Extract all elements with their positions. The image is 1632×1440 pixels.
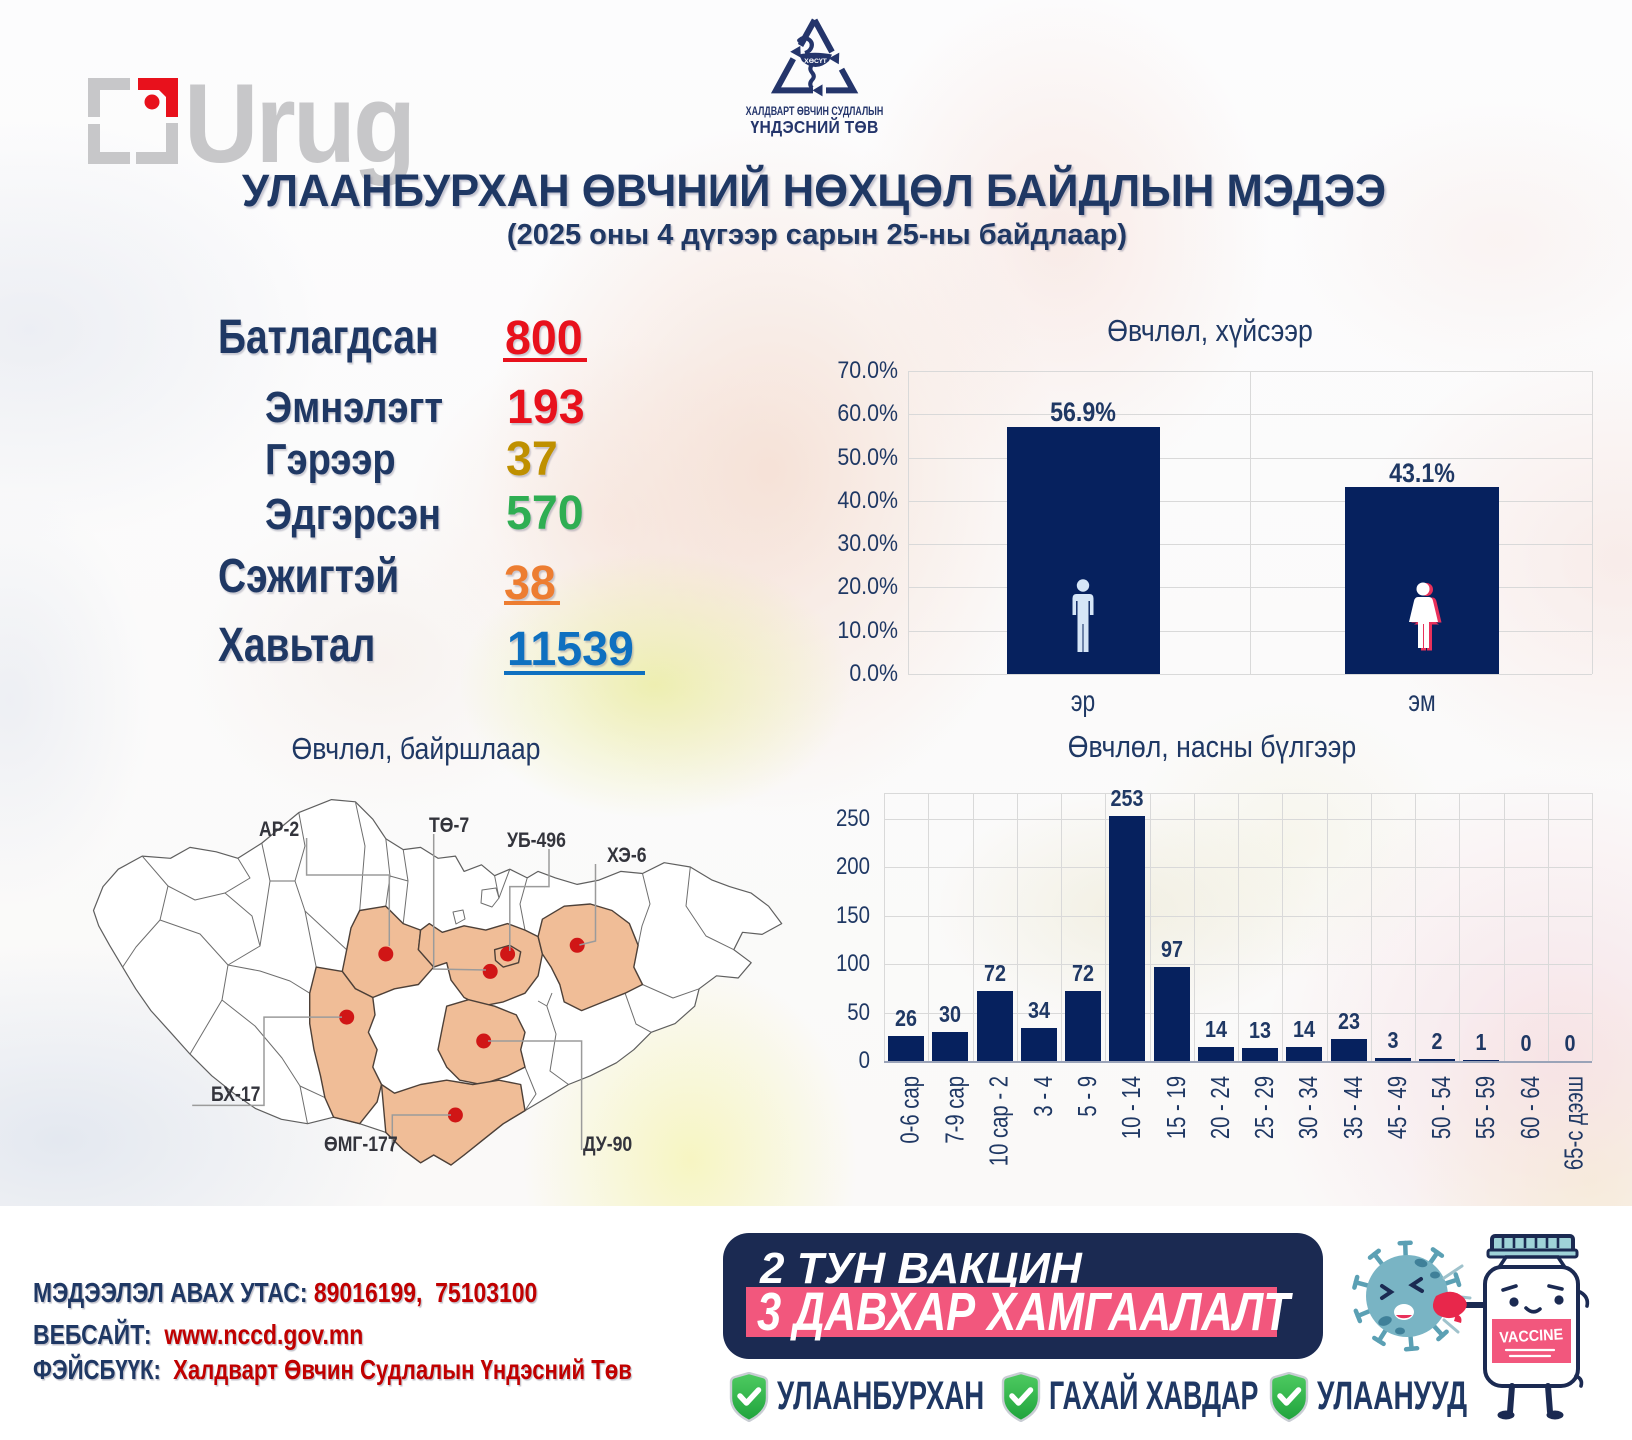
svg-text:VACCINE: VACCINE <box>1499 1326 1564 1347</box>
svg-text:АР-2: АР-2 <box>259 817 299 841</box>
svg-text:ДУ-90: ДУ-90 <box>583 1132 632 1156</box>
svg-text:ХАЛДВАРТ ӨВЧИН СУДЛАЛЫН: ХАЛДВАРТ ӨВЧИН СУДЛАЛЫН <box>746 105 884 119</box>
svg-text:ХӨСҮТ: ХӨСҮТ <box>804 58 828 65</box>
svg-text:БХ-17: БХ-17 <box>211 1082 261 1106</box>
svg-text:ТӨ-7: ТӨ-7 <box>429 813 469 837</box>
svg-text:ХЭ-6: ХЭ-6 <box>607 843 647 867</box>
svg-text:ҮНДЭСНИЙ ТӨВ: ҮНДЭСНИЙ ТӨВ <box>750 117 878 137</box>
svg-text:ӨМГ-177: ӨМГ-177 <box>324 1132 398 1156</box>
svg-text:УБ-496: УБ-496 <box>507 828 566 852</box>
svg-text:Urug: Urug <box>184 70 413 186</box>
